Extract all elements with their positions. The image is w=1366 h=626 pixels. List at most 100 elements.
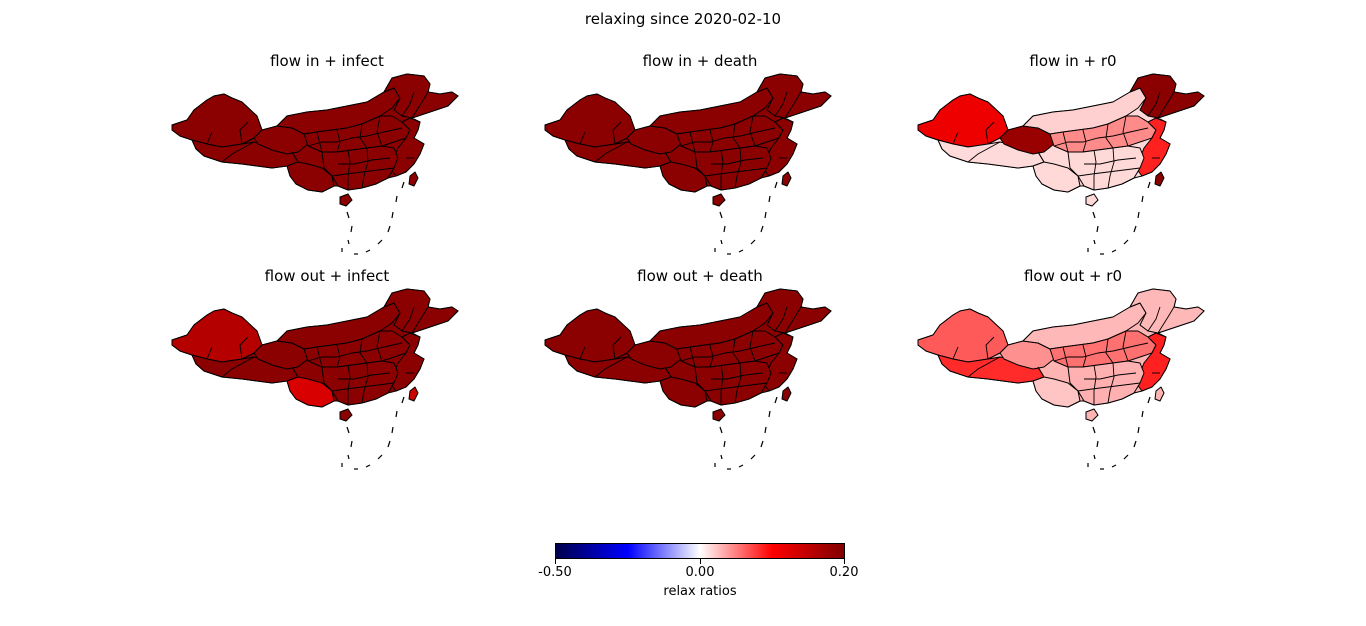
china-map xyxy=(171,288,459,470)
region-south xyxy=(694,360,772,406)
panel-title: flow in + death xyxy=(642,52,758,70)
colorbar-gradient xyxy=(555,543,845,559)
region-taiwan xyxy=(408,171,419,187)
province-border xyxy=(985,336,995,360)
province-border xyxy=(784,91,802,119)
colorbar-tick-label: -0.50 xyxy=(538,565,572,580)
nine-dash-line-segment xyxy=(768,410,771,418)
province-border xyxy=(221,356,255,378)
region-yunnan xyxy=(659,161,708,193)
province-border xyxy=(711,157,764,165)
province-border xyxy=(361,362,369,404)
region-yunnan xyxy=(1032,161,1081,193)
nine-dash-line-segment xyxy=(760,440,764,448)
figure-title: relaxing since 2020-02-10 xyxy=(584,10,782,28)
province-border xyxy=(594,356,628,378)
province-border xyxy=(307,127,403,147)
province-border xyxy=(359,338,368,364)
province-border xyxy=(307,342,403,362)
map-panel-flow-out-death: flow out + death xyxy=(535,267,865,477)
region-east xyxy=(762,117,798,177)
nine-dash-line-segment xyxy=(365,249,371,253)
province-border xyxy=(1122,330,1129,362)
province-border xyxy=(952,131,959,145)
province-border xyxy=(1107,362,1115,404)
map-panel-flow-out-r0: flow out + r0 xyxy=(908,267,1238,477)
nine-dash-line-segment xyxy=(347,454,350,460)
province-border xyxy=(376,330,383,362)
region-northeast xyxy=(383,73,459,119)
nine-dash-line-segment xyxy=(350,225,353,233)
nine-dash-line-segment xyxy=(391,426,394,434)
nine-dash-line-segment xyxy=(346,426,350,434)
map-panel-flow-out-infect: flow out + infect xyxy=(162,267,492,477)
province-border xyxy=(1122,115,1129,147)
china-map xyxy=(917,73,1205,255)
region-northeast xyxy=(1129,73,1205,119)
region-hainan xyxy=(339,193,353,207)
china-map xyxy=(171,73,459,255)
nine-dash-line-segment xyxy=(1123,454,1129,460)
province-border xyxy=(1082,129,1087,153)
province-border xyxy=(221,141,255,163)
province-border xyxy=(1093,149,1097,190)
region-yunnan xyxy=(286,161,335,193)
panel-title: flow out + r0 xyxy=(1023,267,1123,285)
province-border xyxy=(1053,127,1149,147)
province-border xyxy=(331,382,395,392)
region-south xyxy=(321,145,399,191)
province-border xyxy=(689,131,696,153)
panel-title: flow in + infect xyxy=(270,52,384,70)
nine-dash-line-segment xyxy=(1093,239,1096,245)
map-panel-flow-in-death: flow in + death xyxy=(535,52,865,262)
region-northeast xyxy=(1129,288,1205,334)
province-border xyxy=(336,344,341,368)
colorbar-label: relax ratios xyxy=(663,584,737,599)
region-northeast xyxy=(756,288,832,334)
panel-title: flow out + death xyxy=(637,267,763,285)
nine-dash-line-segment xyxy=(1096,225,1099,233)
nine-dash-line-segment xyxy=(1141,410,1144,418)
region-hainan xyxy=(339,408,353,422)
province-border xyxy=(376,115,383,147)
province-border xyxy=(664,366,672,378)
region-yunnan xyxy=(1032,376,1081,408)
province-border xyxy=(704,167,768,177)
region-hainan xyxy=(712,408,726,422)
region-yunnan xyxy=(659,376,708,408)
province-border xyxy=(774,91,788,117)
nine-dash-line-segment xyxy=(1093,454,1096,460)
province-border xyxy=(612,336,622,360)
province-border xyxy=(1077,167,1141,177)
province-border xyxy=(952,346,959,360)
china-map xyxy=(544,73,832,255)
nine-dash-line-segment xyxy=(1147,396,1151,404)
province-border xyxy=(1084,157,1137,165)
province-border xyxy=(291,151,299,163)
province-border xyxy=(206,131,213,145)
province-border xyxy=(338,372,391,380)
nine-dash-line-segment xyxy=(723,440,726,448)
province-border xyxy=(206,346,213,360)
nine-dash-line-segment xyxy=(401,181,405,189)
province-border xyxy=(720,364,724,405)
province-border xyxy=(1062,346,1069,368)
nine-dash-line-segment xyxy=(774,181,778,189)
nine-dash-line-segment xyxy=(350,440,353,448)
region-south xyxy=(694,145,772,191)
nine-dash-line-segment xyxy=(1147,181,1151,189)
province-border xyxy=(704,382,768,392)
nine-dash-line-segment xyxy=(391,211,394,219)
nine-dash-line-segment xyxy=(1096,440,1099,448)
region-east xyxy=(762,332,798,392)
nine-dash-line-segment xyxy=(764,211,767,219)
region-east xyxy=(389,332,425,392)
nine-dash-line-segment xyxy=(365,464,371,468)
province-border xyxy=(1053,342,1149,362)
region-yunnan xyxy=(286,376,335,408)
nine-dash-line-segment xyxy=(395,195,398,203)
province-border xyxy=(734,147,742,189)
province-border xyxy=(594,141,628,163)
nine-dash-line-segment xyxy=(1133,225,1137,233)
